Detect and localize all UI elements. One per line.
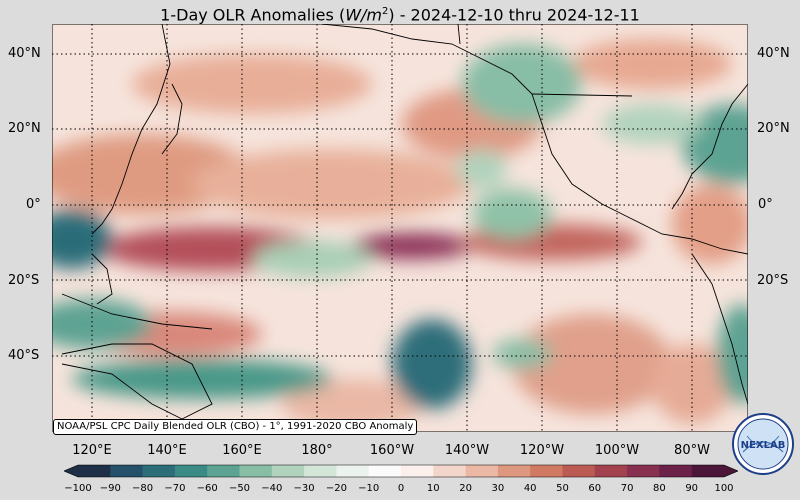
- colorbar-segment: [110, 465, 144, 477]
- lon-label: 100°W: [594, 443, 640, 458]
- anomaly-field: [52, 39, 748, 429]
- colorbar-extend-low: [64, 465, 78, 477]
- lat-label-left: 0°: [26, 197, 41, 212]
- colorbar-segment: [401, 465, 434, 477]
- graticule: [52, 24, 748, 432]
- colorbar-segment: [239, 465, 273, 477]
- colorbar-segment: [304, 465, 337, 477]
- colorbar-segment: [174, 465, 208, 477]
- colorbar-tick-label: 70: [620, 483, 634, 494]
- colorbar-segment: [691, 465, 725, 477]
- lat-label-left: 40°S: [8, 348, 40, 364]
- colorbar-tick-label: −70: [164, 483, 186, 494]
- colorbar-segment: [465, 465, 499, 477]
- colorbar-tick-label: 0: [397, 483, 405, 494]
- colorbar-tick-label: 90: [685, 483, 699, 494]
- colorbar-tick-label: 50: [556, 483, 569, 494]
- data-source-note: NOAA/PSL CPC Daily Blended OLR (CBO) - 1…: [53, 419, 418, 435]
- lon-label: 180°: [301, 443, 333, 458]
- lat-label-right: 0°: [758, 197, 773, 212]
- colorbar-tick-label: −60: [196, 483, 218, 494]
- colorbar-tick-label: −50: [228, 483, 251, 494]
- colorbar-segment: [627, 465, 660, 477]
- colorbar-tick-label: 20: [459, 483, 472, 494]
- colorbar-tick-label: −90: [99, 483, 121, 494]
- colorbar-tick-label: −40: [261, 483, 283, 494]
- lat-label-right: 20°S: [757, 272, 789, 288]
- olr-anomaly-map: [52, 24, 748, 432]
- colorbar: [64, 464, 738, 478]
- lon-label: 140°E: [147, 443, 187, 458]
- colorbar-segment: [562, 465, 596, 477]
- colorbar-tick-label: −10: [358, 483, 380, 494]
- colorbar-segment: [336, 465, 370, 477]
- colorbar-segment: [497, 465, 531, 477]
- colorbar-tick-label: 10: [426, 483, 440, 494]
- lat-label-left: 40°N: [8, 45, 41, 61]
- lon-label: 120°E: [72, 443, 112, 458]
- map-title: 1-Day OLR Anomalies (W/m2) - 2024-12-10 …: [160, 5, 640, 25]
- lon-label: 160°W: [369, 443, 415, 458]
- colorbar-segment: [271, 465, 305, 477]
- lat-label-left: 20°S: [8, 272, 40, 288]
- colorbar-tick-label: 80: [653, 483, 666, 494]
- coastlines: [61, 24, 748, 420]
- colorbar-tick-label: 100: [714, 483, 734, 494]
- colorbar-segment: [594, 465, 628, 477]
- colorbar-tick-label: −20: [325, 483, 347, 494]
- lon-label: 160°E: [222, 443, 262, 458]
- colorbar-segment: [368, 465, 402, 477]
- colorbar-tick-label: −100: [64, 483, 92, 494]
- logo-text: NEXLAB: [741, 440, 786, 451]
- colorbar-tick-label: 30: [491, 483, 505, 494]
- lat-label-right: 20°N: [757, 121, 790, 137]
- lat-label-right: 40°N: [757, 45, 790, 61]
- colorbar-extend-high: [724, 465, 738, 477]
- colorbar-segment: [433, 465, 467, 477]
- colorbar-segment: [142, 465, 176, 477]
- colorbar-tick-label: −80: [132, 483, 154, 494]
- colorbar-segment: [207, 465, 240, 477]
- colorbar-segment: [659, 465, 693, 477]
- lon-label: 80°W: [674, 443, 710, 458]
- colorbar-segment: [530, 465, 563, 477]
- colorbar-segment: [78, 465, 111, 477]
- colorbar-tick-label: 40: [523, 483, 537, 494]
- lat-label-left: 20°N: [8, 121, 41, 137]
- lon-label: 140°W: [444, 443, 490, 458]
- lon-label: 120°W: [519, 443, 565, 458]
- colorbar-tick-label: 60: [588, 483, 602, 494]
- colorbar-tick-label: −30: [293, 483, 315, 494]
- nexlab-logo: NEXLAB: [732, 413, 794, 475]
